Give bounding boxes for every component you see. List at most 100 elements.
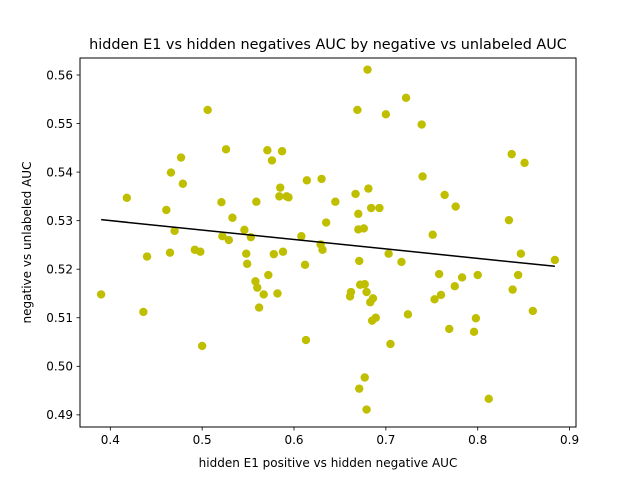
data-point-96 <box>516 249 526 258</box>
data-point-39 <box>284 193 293 202</box>
data-point-90 <box>473 270 482 280</box>
data-point-48 <box>331 197 340 206</box>
data-point-70 <box>375 203 384 213</box>
data-point-73 <box>386 339 395 349</box>
y-tick-label-0.52: 0.52 <box>46 263 73 277</box>
data-points <box>96 65 560 414</box>
data-point-91 <box>484 394 493 404</box>
x-tick-label-0.5: 0.5 <box>193 433 212 447</box>
x-tick-label-0.8: 0.8 <box>468 433 487 447</box>
data-point-81 <box>434 269 444 279</box>
data-point-69 <box>371 313 380 322</box>
data-point-94 <box>508 285 517 294</box>
data-point-64 <box>364 184 373 193</box>
data-point-19 <box>228 213 237 222</box>
data-point-29 <box>263 146 272 155</box>
data-point-32 <box>269 249 279 259</box>
data-point-37 <box>278 247 288 256</box>
data-point-24 <box>251 277 260 286</box>
data-point-80 <box>430 295 439 304</box>
data-point-5 <box>162 205 171 215</box>
data-point-66 <box>366 203 376 213</box>
data-point-3 <box>139 307 148 317</box>
data-point-63 <box>363 65 372 74</box>
data-point-79 <box>428 230 437 239</box>
data-point-60 <box>360 280 369 289</box>
data-point-86 <box>451 202 460 211</box>
y-axis-label: negative vs unlabeled AUC <box>20 162 34 324</box>
data-point-59 <box>360 373 369 382</box>
trend-line <box>101 218 555 268</box>
data-point-12 <box>196 247 205 256</box>
data-point-75 <box>401 93 411 103</box>
y-tick-label-0.50: 0.50 <box>46 360 73 374</box>
data-point-33 <box>273 289 282 298</box>
data-point-15 <box>217 198 226 207</box>
data-point-10 <box>178 179 188 188</box>
y-tick-label-0.51: 0.51 <box>46 311 73 325</box>
data-point-1 <box>96 290 106 299</box>
y-tick-label-0.55: 0.55 <box>46 117 73 131</box>
data-point-72 <box>384 249 393 258</box>
y-tick-label-0.49: 0.49 <box>46 408 73 422</box>
data-point-35 <box>276 183 285 192</box>
data-point-51 <box>351 189 360 199</box>
data-point-56 <box>355 384 364 393</box>
data-point-99 <box>550 255 560 265</box>
data-point-30 <box>264 270 273 280</box>
data-point-87 <box>457 273 467 282</box>
data-point-8 <box>170 226 179 236</box>
data-point-47 <box>321 218 331 227</box>
data-point-85 <box>450 282 459 291</box>
data-point-82 <box>436 290 446 300</box>
data-point-78 <box>418 172 427 181</box>
data-point-98 <box>528 306 538 316</box>
data-point-93 <box>507 149 516 159</box>
data-point-31 <box>267 156 277 165</box>
data-point-92 <box>504 215 514 225</box>
data-point-36 <box>277 147 287 156</box>
data-point-42 <box>301 335 311 345</box>
y-tick-label-0.53: 0.53 <box>46 214 73 228</box>
trend-line-group <box>101 218 555 268</box>
data-point-6 <box>165 248 175 257</box>
data-point-83 <box>440 190 449 200</box>
data-point-74 <box>397 257 406 267</box>
x-tick-label-0.6: 0.6 <box>284 433 303 447</box>
data-point-84 <box>445 324 454 334</box>
data-point-68 <box>368 294 378 303</box>
data-point-14 <box>203 105 212 115</box>
data-point-28 <box>259 290 268 299</box>
data-point-17 <box>221 145 231 154</box>
x-tick-label-0.7: 0.7 <box>376 433 395 447</box>
data-point-71 <box>381 110 391 119</box>
data-point-7 <box>166 168 176 177</box>
data-point-13 <box>197 341 207 351</box>
data-point-88 <box>469 327 479 337</box>
data-point-46 <box>318 245 327 254</box>
data-point-21 <box>242 249 251 258</box>
x-tick-label-0.9: 0.9 <box>560 433 579 447</box>
data-point-40 <box>297 231 306 241</box>
data-point-26 <box>253 283 262 292</box>
x-axis-ticks: 0.4 0.5 0.6 0.7 0.8 0.9 <box>101 427 579 447</box>
data-point-61 <box>362 287 371 297</box>
data-point-55 <box>355 256 364 266</box>
data-point-77 <box>417 120 426 129</box>
data-point-4 <box>142 252 152 261</box>
data-point-50 <box>346 287 356 297</box>
data-point-52 <box>353 105 362 115</box>
data-point-20 <box>240 225 249 235</box>
data-point-97 <box>520 158 529 168</box>
data-point-22 <box>242 259 252 269</box>
y-tick-label-0.56: 0.56 <box>46 68 73 82</box>
data-point-16 <box>218 231 227 241</box>
data-point-45 <box>317 174 326 184</box>
x-axis-label: hidden E1 positive vs hidden negative AU… <box>199 456 458 470</box>
data-point-41 <box>300 260 310 270</box>
data-point-18 <box>224 235 233 245</box>
data-point-25 <box>252 197 261 206</box>
x-tick-label-0.4: 0.4 <box>101 433 120 447</box>
data-point-54 <box>354 209 363 219</box>
